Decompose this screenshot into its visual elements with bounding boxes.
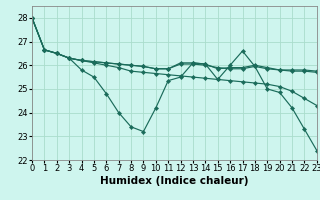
X-axis label: Humidex (Indice chaleur): Humidex (Indice chaleur)	[100, 176, 249, 186]
